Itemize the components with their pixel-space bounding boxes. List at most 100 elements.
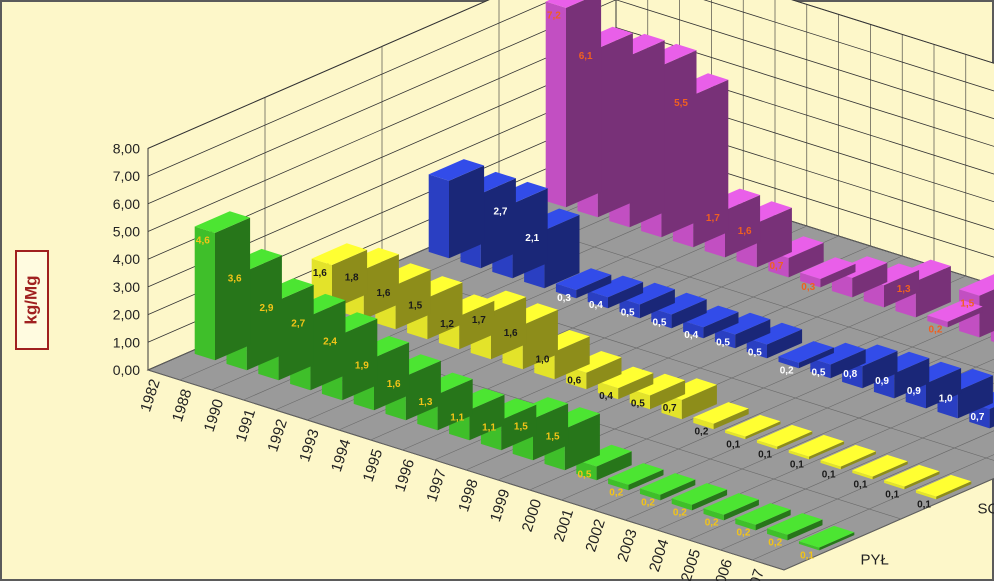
bar-side <box>469 394 505 441</box>
bar-top <box>311 243 368 265</box>
bar <box>746 322 803 359</box>
bar-front <box>545 1 566 208</box>
bar-side <box>278 284 314 381</box>
bar-side <box>926 368 962 409</box>
bar-front <box>714 328 736 349</box>
bar-front <box>597 381 619 400</box>
bar-front <box>428 174 449 259</box>
floor-gridline <box>498 216 994 373</box>
bar-front <box>735 518 756 531</box>
floor-gridline <box>147 369 785 571</box>
data-label: 0,2 <box>768 538 782 549</box>
bar <box>725 414 781 440</box>
data-label: 0,4 <box>599 391 613 402</box>
data-label: 1,9 <box>355 361 369 372</box>
bar <box>810 342 866 379</box>
y-axis-ticks: 0,00 1,00 2,00 3,00 4,00 5,00 6,00 7,00 8,00 <box>113 140 140 378</box>
bar <box>915 474 972 500</box>
bar <box>820 444 876 470</box>
x-tick-label: 1994 <box>328 437 354 474</box>
bar-side <box>693 79 729 248</box>
bar <box>651 292 707 329</box>
bar-side <box>310 300 346 391</box>
data-label: 1,6 <box>738 226 752 237</box>
data-label: 0,4 <box>684 330 698 341</box>
x-tick-label: 2006 <box>710 557 736 581</box>
bar-front <box>927 315 948 328</box>
bar-top <box>788 434 845 457</box>
bar-front <box>608 478 629 491</box>
bar-front <box>703 508 724 521</box>
bar <box>778 341 834 369</box>
data-label: 5,5 <box>674 98 688 109</box>
bar-side <box>405 360 441 421</box>
bar-top <box>959 274 994 296</box>
y-tick-label: 4,00 <box>113 251 140 267</box>
bar-side <box>852 262 888 298</box>
data-label: 1,1 <box>450 413 464 424</box>
bar-side <box>915 266 951 318</box>
bar-side <box>692 489 728 511</box>
bar-side <box>777 431 813 450</box>
bar-front <box>629 389 650 410</box>
bar-side <box>215 217 251 361</box>
x-tick-label: 2005 <box>678 547 704 581</box>
bar-front <box>725 430 746 440</box>
bar-side <box>798 347 834 369</box>
bar <box>693 402 749 430</box>
bar-side <box>564 413 600 471</box>
bar-side <box>608 282 644 309</box>
x-tick-label: 1991 <box>233 407 259 444</box>
x-tick-label: 1992 <box>264 417 290 454</box>
bar-top <box>555 268 612 290</box>
y-tick-label: 0,00 <box>113 362 140 378</box>
bar-top <box>428 159 485 181</box>
data-label: 0,5 <box>811 367 825 378</box>
bar <box>735 503 791 531</box>
bar-side <box>703 312 739 339</box>
data-label: 1,5 <box>546 432 560 443</box>
bar-front <box>820 460 841 470</box>
bar-top <box>756 424 813 447</box>
data-label: 0,2 <box>928 325 942 336</box>
series-axis-label: PYŁ <box>861 552 889 569</box>
bar <box>767 513 823 541</box>
bar-side <box>395 269 431 330</box>
bar-side <box>512 188 548 279</box>
bar-side <box>449 165 485 259</box>
data-label: 0,9 <box>875 376 889 387</box>
y-axis-label-box: kg/Mg <box>15 250 49 350</box>
data-label: 0,2 <box>694 427 708 438</box>
bar-front <box>756 440 778 450</box>
bar <box>714 312 771 349</box>
data-label: 0,7 <box>769 261 783 272</box>
x-tick-label: 1999 <box>487 487 513 524</box>
bar-side <box>639 289 675 319</box>
bar-side <box>755 509 791 531</box>
bar-side <box>884 269 920 308</box>
bar-side <box>533 403 569 461</box>
bar-side <box>544 214 580 289</box>
bar-side <box>342 318 378 401</box>
bar-side <box>840 451 876 470</box>
bar <box>927 300 983 328</box>
chart-bars: 0,60,81,31,41,61,50,21,30,30,71,61,75,56… <box>194 0 994 561</box>
bar-side <box>809 441 845 460</box>
bar-front <box>915 490 937 500</box>
data-label: 2,9 <box>259 303 273 314</box>
bar-side <box>629 40 665 228</box>
bar-front <box>683 320 704 339</box>
data-label: 0,3 <box>801 282 815 293</box>
bar-front <box>852 470 873 480</box>
bar-front <box>810 358 831 379</box>
data-label: 7,2 <box>547 11 561 22</box>
bar-top <box>194 211 251 233</box>
x-tick-label: 2004 <box>646 537 672 574</box>
bar <box>852 454 908 480</box>
data-label: 0,8 <box>843 369 857 380</box>
bar-top <box>800 257 856 279</box>
bar-side <box>979 289 994 338</box>
data-label: 1,5 <box>960 299 974 310</box>
bar-front <box>194 226 215 361</box>
